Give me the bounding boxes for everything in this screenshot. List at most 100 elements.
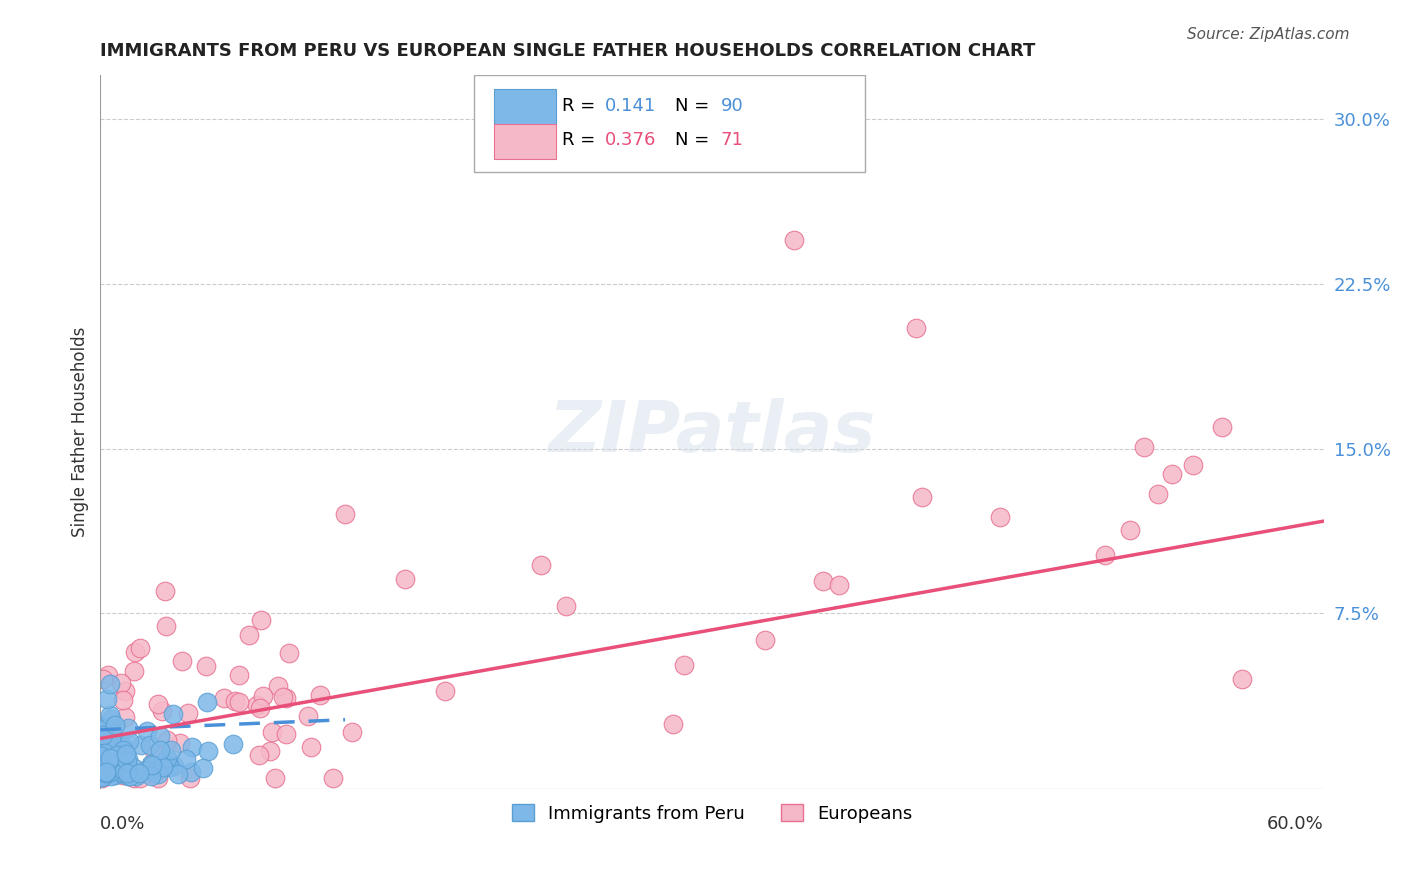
Europeans [252, 689, 274, 703]
Immigrants from Peru [112, 739, 135, 754]
Immigrants from Peru [91, 755, 114, 769]
Immigrants from Peru [96, 718, 118, 732]
Immigrants from Peru [157, 760, 180, 774]
Immigrants from Peru [107, 764, 129, 779]
Immigrants from Peru [118, 733, 141, 747]
Europeans [124, 645, 146, 659]
Immigrants from Peru [103, 734, 125, 748]
Text: 0.0%: 0.0% [100, 815, 146, 833]
Europeans [333, 508, 356, 522]
Text: Source: ZipAtlas.com: Source: ZipAtlas.com [1187, 27, 1350, 42]
Text: 90: 90 [721, 97, 744, 115]
Europeans [155, 584, 177, 599]
Immigrants from Peru [156, 751, 179, 765]
Immigrants from Peru [149, 729, 172, 743]
Immigrants from Peru [96, 692, 118, 706]
Europeans [169, 736, 191, 750]
Immigrants from Peru [117, 763, 139, 777]
Europeans [754, 633, 776, 648]
Europeans [228, 668, 250, 682]
Immigrants from Peru [117, 752, 139, 766]
Europeans [97, 667, 120, 681]
Europeans [150, 704, 173, 718]
Europeans [309, 688, 332, 702]
Text: N =: N = [675, 97, 716, 115]
Europeans [129, 641, 152, 656]
Immigrants from Peru [118, 769, 141, 783]
Europeans [530, 558, 553, 573]
Immigrants from Peru [129, 738, 152, 752]
Europeans [299, 740, 322, 755]
Immigrants from Peru [141, 769, 163, 783]
Immigrants from Peru [111, 765, 134, 780]
Immigrants from Peru [108, 748, 131, 763]
Immigrants from Peru [181, 739, 204, 754]
Immigrants from Peru [122, 761, 145, 775]
Immigrants from Peru [152, 760, 174, 774]
Immigrants from Peru [90, 770, 112, 784]
Immigrants from Peru [141, 758, 163, 772]
Immigrants from Peru [101, 764, 124, 778]
Europeans [212, 691, 235, 706]
Europeans [1133, 440, 1156, 454]
Immigrants from Peru [174, 752, 197, 766]
Text: 71: 71 [721, 131, 744, 149]
Immigrants from Peru [117, 769, 139, 783]
Europeans [988, 509, 1011, 524]
Europeans [249, 701, 271, 715]
Europeans [238, 628, 260, 642]
Text: IMMIGRANTS FROM PERU VS EUROPEAN SINGLE FATHER HOUSEHOLDS CORRELATION CHART: IMMIGRANTS FROM PERU VS EUROPEAN SINGLE … [100, 42, 1036, 60]
Immigrants from Peru [110, 764, 132, 779]
Europeans [194, 658, 217, 673]
Immigrants from Peru [118, 763, 141, 777]
Immigrants from Peru [94, 765, 117, 780]
Europeans [259, 744, 281, 758]
Immigrants from Peru [100, 769, 122, 783]
Immigrants from Peru [100, 733, 122, 747]
Europeans [156, 732, 179, 747]
Immigrants from Peru [103, 756, 125, 770]
Immigrants from Peru [93, 728, 115, 742]
Immigrants from Peru [117, 754, 139, 768]
Immigrants from Peru [96, 764, 118, 779]
Immigrants from Peru [111, 743, 134, 757]
Europeans [277, 646, 299, 660]
Europeans [274, 691, 297, 706]
Immigrants from Peru [101, 755, 124, 769]
Immigrants from Peru [90, 768, 112, 782]
Immigrants from Peru [146, 766, 169, 780]
Text: 0.141: 0.141 [605, 97, 655, 115]
Europeans [783, 233, 806, 247]
Europeans [114, 710, 136, 724]
Immigrants from Peru [94, 747, 117, 761]
Europeans [267, 679, 290, 693]
Immigrants from Peru [114, 747, 136, 762]
Europeans [673, 657, 696, 672]
Immigrants from Peru [139, 738, 162, 752]
Europeans [1094, 548, 1116, 562]
Europeans [260, 724, 283, 739]
Europeans [90, 771, 112, 785]
Europeans [662, 717, 685, 731]
Immigrants from Peru [222, 737, 245, 751]
Europeans [433, 684, 456, 698]
Immigrants from Peru [98, 764, 121, 779]
Europeans [322, 771, 344, 785]
Europeans [155, 618, 177, 632]
Immigrants from Peru [93, 759, 115, 773]
Immigrants from Peru [150, 756, 173, 771]
Europeans [1146, 487, 1168, 501]
Text: R =  0.141   N = 90: R = 0.141 N = 90 [492, 100, 683, 120]
Europeans [224, 694, 246, 708]
Europeans [813, 574, 835, 589]
Immigrants from Peru [90, 754, 112, 768]
Europeans [146, 771, 169, 785]
Europeans [172, 654, 194, 668]
Immigrants from Peru [143, 765, 166, 780]
Europeans [111, 767, 134, 781]
Europeans [394, 572, 416, 586]
Immigrants from Peru [94, 756, 117, 770]
Immigrants from Peru [149, 743, 172, 757]
Immigrants from Peru [100, 712, 122, 726]
Text: N =: N = [675, 131, 716, 149]
